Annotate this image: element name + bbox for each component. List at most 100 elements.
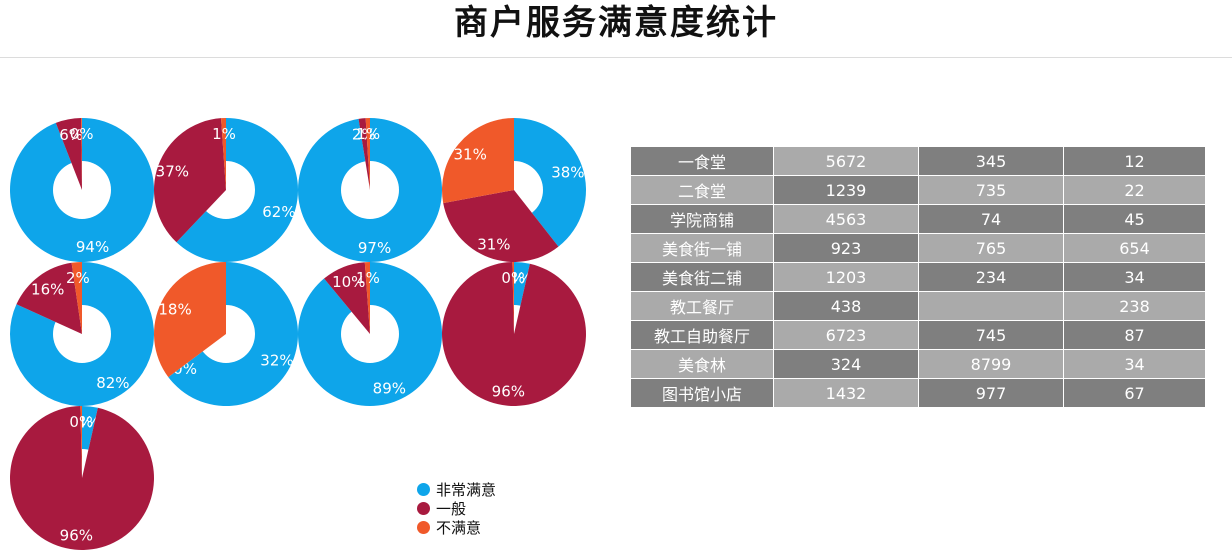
table-row: 美食街一铺 923 765 654: [630, 233, 1206, 263]
donut-chart: 82% 16%2%: [9, 262, 155, 407]
title-divider: [0, 57, 1232, 58]
data-table: 一食堂 5672 345 12 二食堂 1239 735 22 学院商铺 456…: [630, 146, 1206, 408]
donut-slice: [80, 406, 82, 478]
table-row: 教工自助餐厅 6723 745 87: [630, 320, 1206, 350]
donut-chart: 62% 37% 1%: [154, 118, 298, 262]
table-row: 二食堂 1239 735 22: [630, 175, 1206, 205]
table-cell: 74: [918, 204, 1064, 234]
chart-title: 商户服务满意度统计: [454, 3, 778, 43]
legend-marker: [417, 502, 430, 515]
slice-label: 31%: [477, 235, 510, 253]
donut-slice: [442, 118, 514, 204]
legend-label: 非常满意: [436, 481, 497, 499]
table-cell: 234: [918, 262, 1064, 292]
table-cell: 1203: [773, 262, 919, 292]
table-cell: 美食街二铺: [630, 262, 774, 292]
slice-label: 37%: [156, 163, 189, 181]
table-cell: 4563: [773, 204, 919, 234]
donut-chart: 4%96%0%: [442, 262, 586, 407]
donut-slice: [55, 118, 82, 190]
table-row: 美食街二铺 1203 234 34: [630, 262, 1206, 292]
slice-label: 96%: [492, 383, 525, 401]
table-cell: 一食堂: [630, 146, 774, 176]
donut-slice: [443, 190, 559, 262]
donut-chart: 38% 31% 31%: [442, 118, 586, 262]
table-cell: 6723: [773, 320, 919, 350]
table-cell: 923: [773, 233, 919, 263]
legend-label: 一般: [436, 500, 467, 518]
slice-label: 82%: [96, 374, 129, 392]
table-cell: 美食街一铺: [630, 233, 774, 263]
slice-label: 18%: [158, 300, 191, 318]
slice-label: 10%: [332, 273, 365, 291]
slice-label: 62%: [262, 203, 295, 221]
table-cell: 67: [1063, 378, 1206, 408]
table-cell: 654: [1063, 233, 1206, 263]
donut-slice: [16, 262, 82, 334]
table-cell: 图书馆小店: [630, 378, 774, 408]
donut-chart: 89% 10%1%: [298, 262, 443, 407]
table-cell: 34: [1063, 262, 1206, 292]
slice-label: 2%: [66, 269, 90, 287]
table-cell: 87: [1063, 320, 1206, 350]
table-cell: 1432: [773, 378, 919, 408]
table-row: 美食林 324 8799 34: [630, 349, 1206, 379]
donut-chart: 32%50%18%: [154, 262, 298, 406]
table-cell: 977: [918, 378, 1064, 408]
slice-label: 6%: [59, 126, 83, 144]
table-cell: 教工餐厅: [630, 291, 774, 321]
table-cell: 22: [1063, 175, 1206, 205]
donut-slice: [154, 118, 226, 243]
table-cell: 745: [918, 320, 1064, 350]
slice-label: 0%: [501, 269, 525, 287]
table-cell: 324: [773, 349, 919, 379]
donut-slice: [514, 118, 586, 247]
slice-label: 0%: [70, 125, 94, 143]
donut-chart: 4%96%0%: [9, 406, 154, 550]
slice-label: 31%: [453, 146, 486, 164]
table-cell: 45: [1063, 204, 1206, 234]
slice-label: 1%: [356, 269, 380, 287]
table-cell: 二食堂: [630, 175, 774, 205]
table-cell: 12: [1063, 146, 1206, 176]
table-row: 学院商铺 4563 74 45: [630, 204, 1206, 234]
slice-label: 1%: [356, 125, 380, 143]
table-cell: [918, 291, 1064, 321]
donut-slice: [154, 262, 226, 378]
slice-label: 0%: [69, 413, 93, 431]
donut-slice: [9, 406, 154, 550]
table-cell: 345: [918, 146, 1064, 176]
donut-slice: [81, 118, 82, 190]
donut-chart: 94% 6%0%: [9, 118, 154, 262]
table-cell: 学院商铺: [630, 204, 774, 234]
slice-label: 16%: [31, 280, 64, 298]
legend-marker: [417, 483, 430, 496]
slice-label: 32%: [260, 352, 293, 370]
slice-label: 97%: [358, 239, 391, 257]
slice-label: 89%: [373, 380, 406, 398]
table-cell: 美食林: [630, 349, 774, 379]
donut-chart: 97%2%1%: [298, 118, 442, 262]
legend-marker: [417, 521, 430, 534]
legend-item-dissatisfied: 不满意: [417, 518, 496, 537]
table-cell: 34: [1063, 349, 1206, 379]
slice-label: 96%: [60, 527, 93, 545]
donut-grid: 94%6%0%62%37%1%97%2%1%38%31%31%82%16%2%3…: [9, 118, 586, 550]
slice-label: 38%: [551, 163, 584, 181]
legend: 非常满意 一般 不满意: [417, 480, 496, 537]
table-cell: 438: [773, 291, 919, 321]
table-cell: 5672: [773, 146, 919, 176]
slice-label: 1%: [212, 125, 236, 143]
legend-item-average: 一般: [417, 499, 496, 518]
table-cell: 8799: [918, 349, 1064, 379]
donut-slice: [512, 262, 514, 334]
table-cell: 735: [918, 175, 1064, 205]
legend-item-very-satisfied: 非常满意: [417, 480, 496, 499]
legend-label: 不满意: [436, 519, 482, 537]
donut-slice: [365, 118, 370, 190]
table-cell: 238: [1063, 291, 1206, 321]
donut-slice: [358, 118, 370, 190]
table-row: 图书馆小店 1432 977 67: [630, 378, 1206, 408]
donut-slice: [442, 262, 586, 407]
table-row: 教工餐厅 438 238: [630, 291, 1206, 321]
